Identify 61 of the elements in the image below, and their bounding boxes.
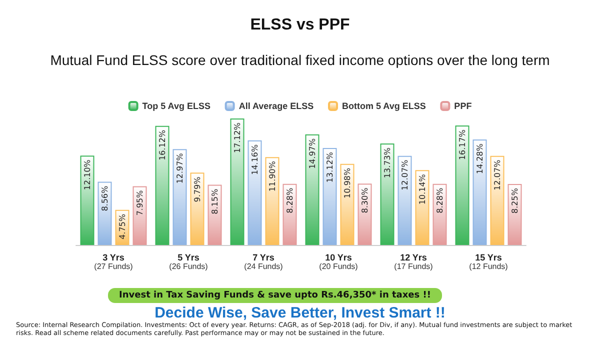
data-label: 8.30% <box>360 187 370 214</box>
x-tick-label: 10 Yrs (20 Funds) <box>319 252 358 271</box>
data-label: 12.97% <box>175 152 184 184</box>
bar <box>155 126 170 245</box>
text: Decide Wise, Save Better, Invest Smart !! <box>154 304 446 322</box>
x-tick-label: 3 Yrs (27 Funds) <box>94 252 134 271</box>
bar <box>265 157 280 245</box>
data-label: 4.75% <box>118 214 127 240</box>
bar <box>208 184 222 245</box>
bar <box>190 172 204 245</box>
bar <box>322 148 337 245</box>
bar <box>230 118 244 245</box>
bar <box>172 149 187 245</box>
data-label: 17.12% <box>232 122 242 154</box>
x-tick-label: 15 Yrs (12 Funds) <box>469 252 508 271</box>
bar <box>415 170 430 245</box>
data-label: 13.73% <box>382 147 392 178</box>
x-tick-label: 7 Yrs (24 Funds) <box>244 252 284 271</box>
bar <box>490 156 504 245</box>
bar <box>132 186 147 245</box>
data-label: 8.28% <box>435 187 444 214</box>
data-label: 11.90% <box>268 160 277 192</box>
bar <box>248 140 262 245</box>
legend-label: All Average ELSS <box>238 101 314 111</box>
legend-label: Bottom 5 Avg ELSS <box>342 101 426 111</box>
bar <box>472 139 487 245</box>
bar <box>305 134 320 245</box>
x-tick-label: 5 Yrs (26 Funds) <box>169 252 208 271</box>
bar <box>398 156 412 245</box>
legend-label: Top 5 Avg ELSS <box>142 101 210 111</box>
text: Invest in Tax Saving Funds & save upto Rs.46,350* in taxes !! <box>119 290 431 300</box>
data-label: 13.12% <box>325 152 334 183</box>
bar <box>380 144 394 245</box>
bar <box>340 164 354 245</box>
data-label: 16.12% <box>158 130 167 160</box>
chart-subtitle: Mutual Fund ELSS score over traditional fixed income options over the long term <box>50 52 550 68</box>
data-label: 8.15% <box>210 188 220 214</box>
x-tick-label: 12 Yrs (17 Funds) <box>394 252 434 271</box>
bar <box>282 184 297 245</box>
bar <box>432 184 447 245</box>
data-label: 14.97% <box>308 138 317 169</box>
bar <box>508 184 522 245</box>
legend-label: PPF <box>454 101 472 111</box>
data-label: 12.10% <box>82 159 92 190</box>
data-label: 7.95% <box>135 190 144 216</box>
data-label: 14.16% <box>250 144 260 175</box>
data-label: 12.07% <box>492 159 502 190</box>
bar <box>455 126 470 245</box>
chart-title: ELSS vs PPF <box>250 16 350 34</box>
data-label: 16.17% <box>458 129 467 160</box>
bar <box>98 182 112 245</box>
bar <box>80 156 94 245</box>
data-label: 8.28% <box>285 187 294 214</box>
data-label: 8.56% <box>100 185 110 212</box>
data-label: 12.07% <box>400 159 410 190</box>
data-label: 10.14% <box>418 174 427 205</box>
bar <box>358 184 372 245</box>
data-label: 10.98% <box>342 167 352 198</box>
data-label: 8.25% <box>510 188 520 214</box>
data-label: 14.28% <box>475 143 484 174</box>
data-label: 9.79% <box>192 176 202 202</box>
